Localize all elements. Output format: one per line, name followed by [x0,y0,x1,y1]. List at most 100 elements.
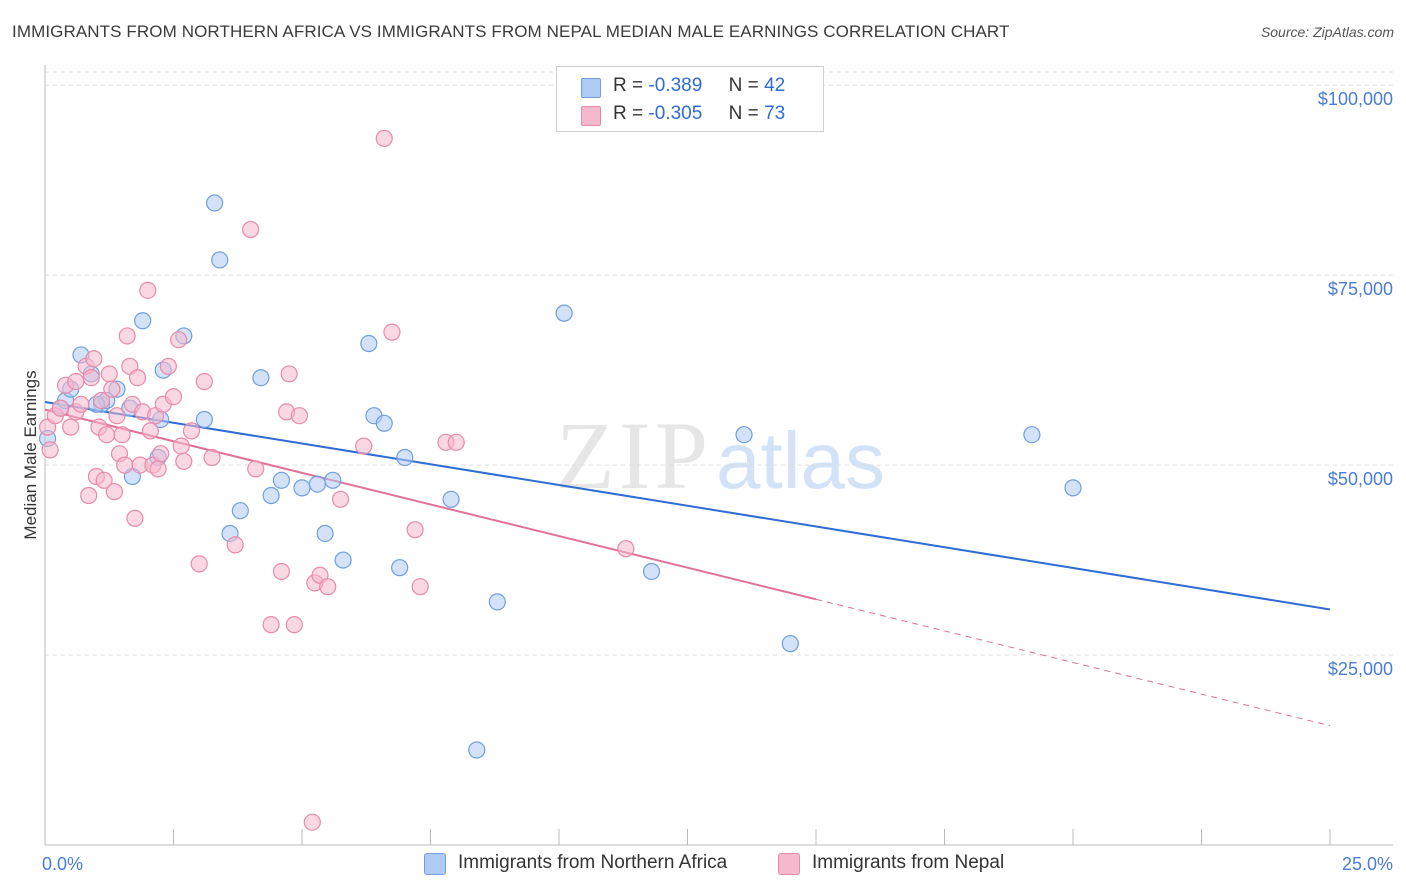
data-point-pink [100,365,118,383]
legend-row-northern-africa: R = -0.389 N = 42 [557,73,823,101]
data-point-pink [190,555,208,573]
data-point-blue [324,471,342,489]
series-label-nepal: Immigrants from Nepal [812,852,1005,873]
data-point-blue [555,304,573,322]
data-point-pink [319,578,337,596]
data-point-blue [308,475,327,493]
data-point-pink [51,399,70,417]
legend-swatch-blue [581,78,601,98]
trend-line-extension-pink [815,598,1331,727]
data-point-pink [172,437,190,455]
data-point-pink [113,426,131,444]
y-tick-labels: $25,000 $50,000 $75,000 $100,000 [1318,89,1393,679]
data-point-pink [82,369,100,387]
data-point-pink [247,460,265,478]
data-point-pink [116,456,134,474]
data-point-blue [334,551,352,569]
data-point-blue [642,562,661,581]
data-point-pink [80,486,98,505]
watermark-zip: ZIP [556,402,712,509]
data-point-blue [488,593,506,611]
legend-n-value: 73 [764,103,786,124]
data-point-pink [67,372,85,391]
legend-r-label: R = [613,75,644,96]
data-point-pink [108,407,126,425]
data-point-blue [252,369,270,387]
legend-n-label: N = [728,103,759,124]
data-point-pink [411,578,429,596]
data-point-pink [406,521,424,539]
data-point-blue [781,635,799,653]
data-point-pink [126,509,144,527]
data-point-pink [85,350,103,368]
data-point-pink [164,388,183,406]
data-point-pink [62,418,80,436]
data-point-blue [134,312,152,330]
series-label-northern-africa: Immigrants from Northern Africa [458,852,728,873]
data-point-pink [41,441,59,459]
x-tick-min: 0.0% [42,854,83,874]
legend-row-nepal: R = -0.305 N = 73 [557,101,823,129]
data-point-pink [72,395,90,413]
data-point-pink [383,323,401,341]
data-point-pink [226,536,244,554]
data-point-pink [152,445,170,463]
data-point-blue [468,741,486,759]
data-point-pink [182,422,201,440]
data-point-pink [118,327,136,345]
data-point-blue [735,426,753,444]
data-point-pink [303,813,321,831]
data-point-blue [375,414,393,432]
data-point-pink [95,471,113,489]
data-point-pink [617,540,635,558]
data-point-pink [105,483,123,501]
data-point-pink [262,616,280,634]
data-point-pink [290,407,309,425]
trend-line-pink [44,408,817,601]
data-points [38,129,1082,831]
data-point-pink [280,365,298,383]
y-tick-label: $25,000 [1328,659,1393,679]
legend-r-label: R = [613,103,644,124]
data-point-pink [149,460,167,478]
series-legend: Immigrants from Northern Africa Immigran… [0,851,1406,877]
chart-title: IMMIGRANTS FROM NORTHERN AFRICA VS IMMIG… [12,22,1010,41]
correlation-legend: R = -0.389 N = 42 R = -0.305 N = 73 [556,66,824,132]
data-point-blue [293,479,311,497]
legend-n-value: 42 [764,75,786,96]
data-point-blue [262,486,280,505]
legend-r-value: -0.305 [648,103,703,124]
data-point-pink [375,129,393,147]
series-swatch-pink [778,853,800,875]
legend-r-value: -0.389 [648,75,703,96]
data-point-pink [331,490,350,508]
data-point-pink [92,391,111,410]
data-point-blue [231,502,249,520]
data-point-pink [285,616,303,634]
data-point-pink [139,281,157,299]
y-tick-label: $100,000 [1318,89,1393,109]
data-point-pink [170,331,188,349]
legend-swatch-pink [581,106,601,126]
trend-line-blue [44,401,1331,611]
series-swatch-blue [424,853,446,875]
data-point-pink [175,452,193,470]
trend-lines [44,401,1331,727]
data-point-blue [396,448,414,467]
data-point-pink [103,380,121,398]
y-axis-label: Median Male Earnings [21,370,40,539]
data-point-blue [316,524,334,543]
data-point-blue [360,334,378,353]
data-point-blue [1064,479,1082,497]
source-label: Source: ZipAtlas.com [1260,24,1394,40]
data-point-pink [159,357,177,375]
data-point-pink [128,369,147,387]
legend-n-label: N = [728,75,759,96]
data-point-blue [1023,426,1041,444]
y-tick-label: $75,000 [1328,279,1393,299]
data-point-pink [98,426,116,444]
data-point-pink [195,372,213,391]
data-point-pink [141,422,159,440]
grid-lines [45,71,1393,656]
